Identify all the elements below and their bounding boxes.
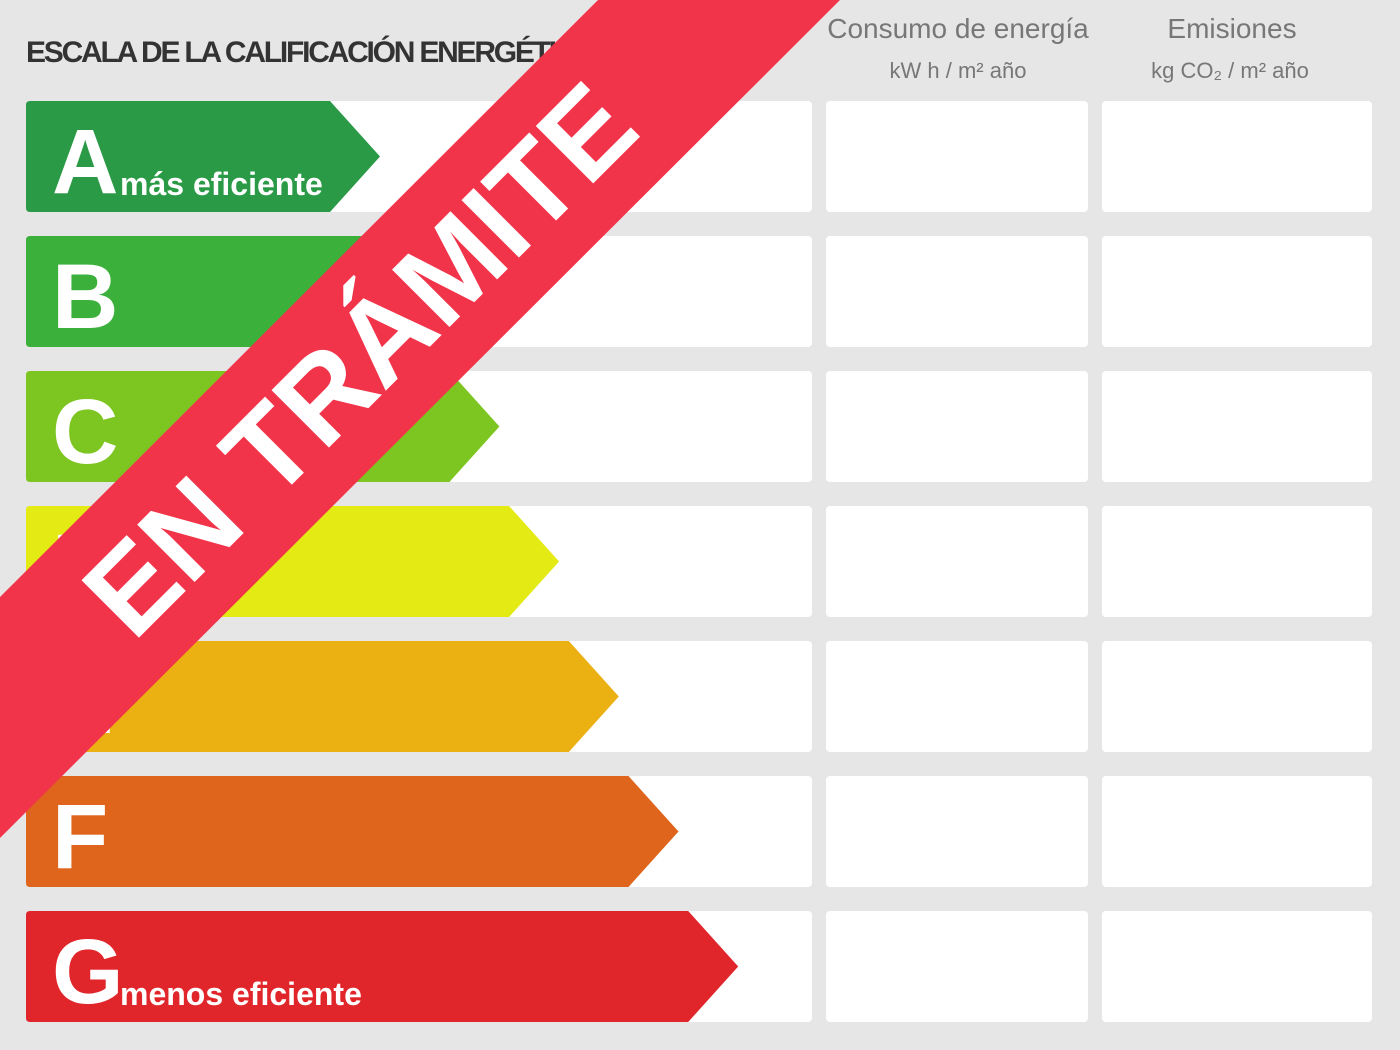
value-cell (826, 101, 1088, 212)
rating-arrow (26, 911, 739, 1022)
value-cell (1102, 236, 1372, 347)
value-cell (1102, 911, 1372, 1022)
rating-arrow (26, 641, 619, 752)
value-cell (1102, 101, 1372, 212)
value-cell (1102, 776, 1372, 887)
rating-letter: C (52, 381, 118, 483)
value-cell (1102, 641, 1372, 752)
value-cell (826, 236, 1088, 347)
value-cell (1102, 371, 1372, 482)
column-unit: kg CO₂ / m² año (1151, 58, 1309, 83)
value-cell (1102, 506, 1372, 617)
label-title: ESCALA DE LA CALIFICACIÓN ENERGÉTICA (26, 35, 596, 69)
rating-letter: B (52, 246, 118, 348)
rating-letter: A (52, 111, 118, 213)
value-cell (826, 506, 1088, 617)
rating-label: menos eficiente (120, 976, 362, 1012)
value-cell (826, 371, 1088, 482)
value-cell (826, 641, 1088, 752)
value-cell (826, 911, 1088, 1022)
column-unit: kW h / m² año (890, 58, 1027, 83)
rating-arrow (26, 101, 380, 212)
column-title: Consumo de energía (827, 13, 1089, 44)
value-cell (826, 776, 1088, 887)
column-title: Emisiones (1167, 13, 1296, 44)
rating-letter: G (52, 921, 124, 1023)
banner-band (0, 0, 840, 838)
rating-arrow (26, 776, 679, 887)
rating-label: más eficiente (120, 166, 323, 202)
rating-letter: F (52, 786, 108, 888)
